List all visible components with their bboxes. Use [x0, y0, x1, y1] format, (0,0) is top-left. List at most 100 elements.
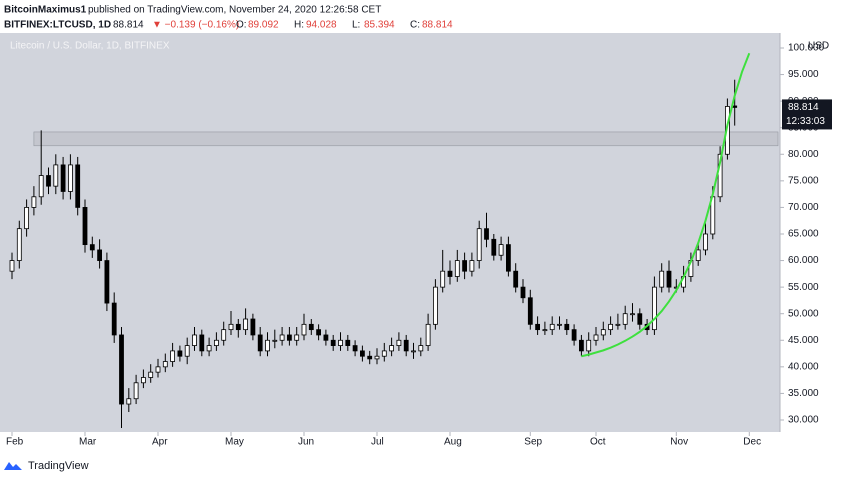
y-tick-label: 95.000: [788, 69, 819, 80]
candle-body: [60, 164, 66, 192]
candle-body: [345, 339, 351, 346]
candle-body: [16, 228, 22, 261]
y-tick-label: 40.000: [788, 361, 819, 372]
candle-body: [119, 334, 124, 405]
candle-body: [24, 207, 30, 230]
author[interactable]: BitcoinMaximus1: [4, 5, 87, 16]
y-tick-label: 100.000: [788, 43, 825, 54]
x-tick-label: Feb: [6, 437, 24, 448]
ohlc-value: 85.394: [364, 20, 395, 31]
support-curve: [581, 52, 751, 358]
candle-body: [418, 345, 424, 352]
candle-body: [703, 233, 708, 251]
change: ▼ −0.139 (−0.16%): [152, 20, 239, 31]
candle-body: [652, 286, 657, 331]
candle-body: [564, 323, 570, 331]
candle-body: [265, 339, 270, 352]
price-tag-value: 88.814: [788, 102, 819, 113]
candle-body: [432, 286, 438, 325]
candle-body: [140, 377, 146, 384]
candle-body: [666, 270, 672, 288]
x-tick-label: May: [225, 437, 244, 448]
candle-body: [462, 260, 468, 272]
y-tick-label: 80.000: [788, 149, 819, 160]
candle-body: [659, 270, 665, 288]
y-tick-label: 65.000: [788, 229, 819, 240]
candle-body: [374, 355, 380, 360]
candle-body: [717, 153, 723, 198]
candle-body: [520, 286, 526, 299]
x-tick-label: Aug: [444, 437, 462, 448]
candle-body: [192, 334, 197, 346]
candle-body: [367, 355, 373, 360]
x-tick-label: Mar: [79, 437, 97, 448]
candle-body: [381, 350, 387, 357]
candle-body: [279, 334, 285, 341]
candle-body: [484, 228, 489, 240]
y-tick-label: 75.000: [788, 175, 819, 186]
candle-body: [476, 228, 482, 261]
candle-body: [75, 164, 81, 208]
candle-body: [695, 249, 701, 261]
candle-body: [199, 334, 205, 352]
candle-body: [732, 105, 738, 108]
candle-body: [403, 339, 409, 352]
candle-body: [323, 334, 329, 341]
candle-body: [104, 260, 110, 304]
candle-body: [579, 339, 584, 352]
candle-body: [447, 270, 453, 277]
y-tick-label: 55.000: [788, 282, 819, 293]
candle-body: [68, 164, 73, 192]
candle-body: [286, 334, 292, 341]
candle-body: [586, 339, 592, 352]
candle-body: [454, 260, 460, 277]
x-tick-label: Apr: [152, 437, 168, 448]
candle-body: [593, 334, 599, 341]
ohlc-value: 94.028: [306, 20, 337, 31]
candle-body: [170, 350, 176, 362]
y-tick-label: 70.000: [788, 202, 819, 213]
candle-body: [46, 175, 51, 187]
candle-body: [308, 323, 314, 331]
ohlc-label: L:: [352, 20, 360, 31]
candle-body: [637, 313, 643, 325]
candle-body: [571, 329, 577, 341]
candle-body: [162, 361, 168, 368]
candle-body: [97, 249, 102, 261]
candle-body: [338, 339, 343, 346]
candle-body: [425, 323, 431, 346]
candle-body: [527, 297, 533, 325]
candle-body: [505, 244, 511, 272]
logo: [4, 462, 22, 470]
candle-body: [294, 334, 300, 341]
candle-body: [615, 323, 621, 326]
candle-body: [38, 175, 44, 198]
candle-body: [213, 339, 219, 346]
symbol: BITFINEX:LTCUSD, 1D: [4, 20, 111, 31]
y-tick-label: 45.000: [788, 335, 819, 346]
candle-body: [352, 345, 358, 352]
footer-brand[interactable]: TradingView: [28, 460, 89, 472]
x-tick-label: Sep: [524, 437, 542, 448]
x-tick-label: Jun: [298, 437, 314, 448]
candle-body: [243, 318, 249, 331]
candle-body: [155, 366, 161, 373]
candle-body: [89, 244, 95, 251]
candle-body: [469, 260, 475, 272]
ohlc-value: 89.092: [248, 20, 279, 31]
ohlc-label: C:: [410, 20, 420, 31]
y-tick-label: 30.000: [788, 415, 819, 426]
candle-body: [111, 302, 117, 336]
ohlc-label: O:: [236, 20, 247, 31]
candle-body: [53, 164, 59, 187]
x-tick-label: Jul: [371, 437, 384, 448]
candle-body: [608, 323, 613, 331]
candle-body: [513, 270, 519, 288]
candle-body: [148, 371, 154, 378]
candle-body: [535, 323, 540, 331]
candle-body: [9, 260, 15, 272]
y-tick-label: 60.000: [788, 255, 819, 266]
candle-body: [82, 207, 88, 246]
